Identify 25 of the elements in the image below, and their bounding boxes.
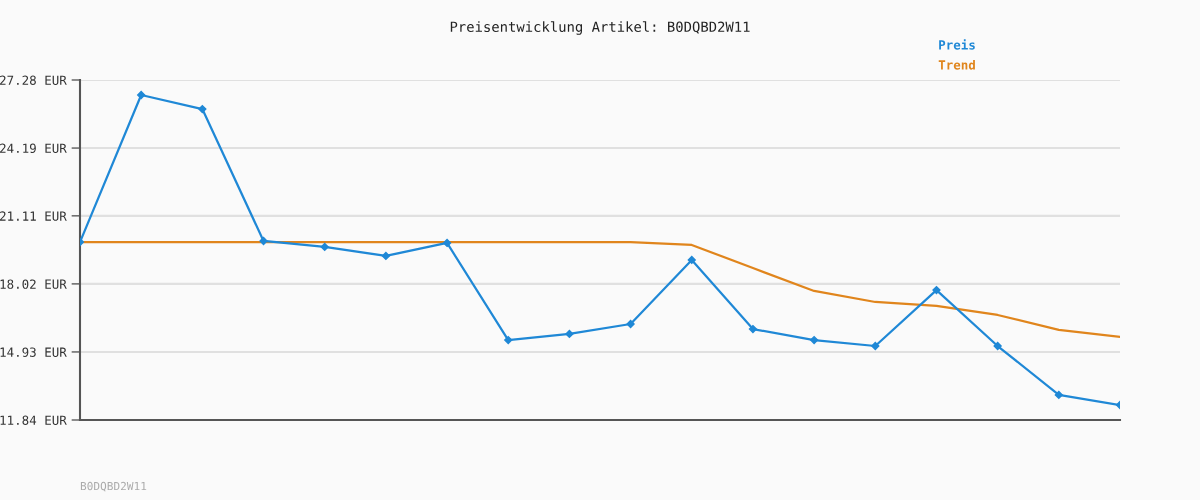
y-tick-label: 11.84 EUR [0, 415, 67, 425]
point [871, 341, 880, 351]
point [320, 242, 329, 252]
chart-title: Preisentwicklung Artikel: B0DQBD2W11 [450, 21, 750, 35]
point [1054, 390, 1063, 400]
y-tick-label: 18.02 EUR [0, 279, 67, 289]
point [442, 238, 452, 248]
point [504, 335, 513, 345]
point [626, 319, 635, 329]
y-tick-label: 24.19 EUR [0, 143, 67, 153]
point [137, 90, 146, 100]
y-tick-label: 14.93 EUR [0, 347, 67, 357]
point [932, 285, 941, 295]
text: Preis [939, 39, 975, 50]
point [198, 104, 207, 114]
y-tick-label: 21.11 EUR [0, 211, 67, 221]
point [687, 255, 696, 265]
point [809, 335, 819, 345]
point [565, 329, 574, 339]
text: B0DQBD2W11 [80, 481, 147, 492]
point [748, 324, 758, 334]
point [381, 251, 391, 261]
text: Trend [938, 59, 975, 70]
y-tick-label: 27.28 EUR [0, 75, 67, 85]
point [993, 341, 1002, 351]
